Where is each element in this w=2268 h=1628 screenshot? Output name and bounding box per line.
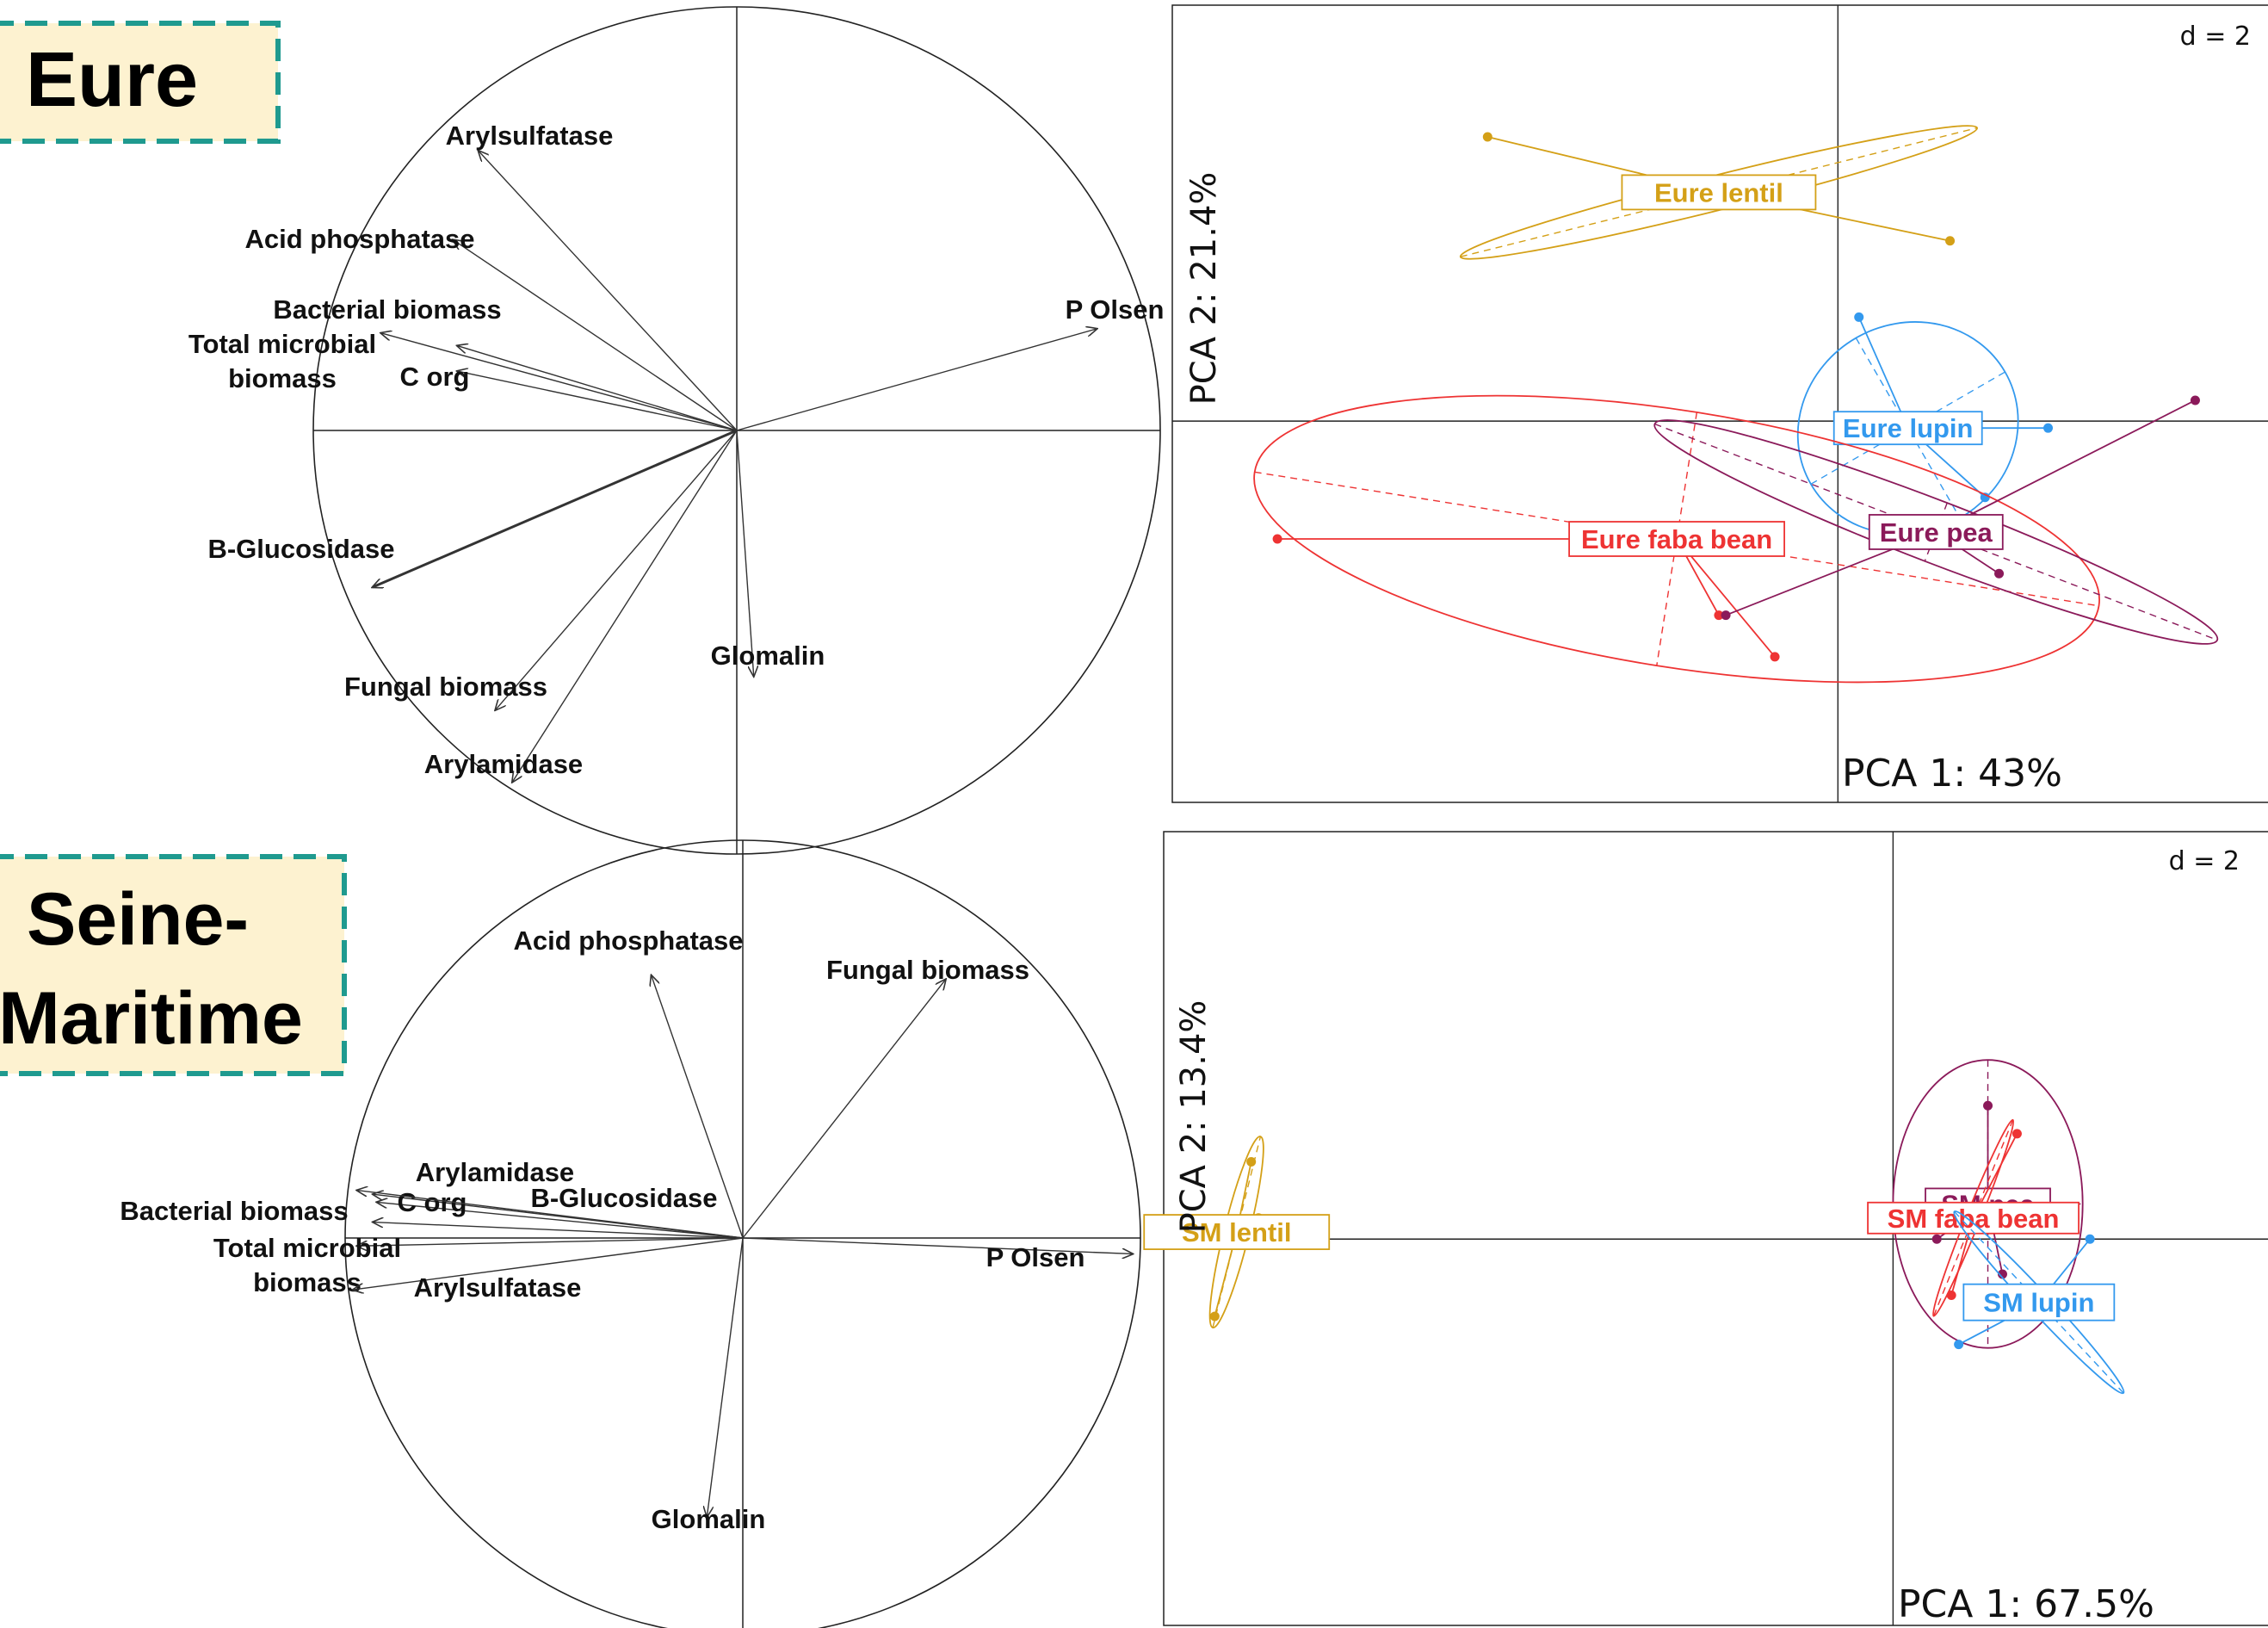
loading-arrow-p-olsen: [742, 1237, 1133, 1253]
group-label-box-eure-lentil: [1621, 174, 1817, 211]
point-eure-pea-1: [1994, 568, 2005, 579]
point-sm-lupin-0: [2085, 1234, 2095, 1244]
pca-x-axis-label: PCA 1: 67.5%: [1898, 1582, 2154, 1626]
group-label-eure-pea: Eure pea: [1880, 517, 1993, 548]
variable-label-b-glucosidase: B-Glucosidase: [207, 534, 394, 564]
site-label-eure-text: Eure: [26, 37, 198, 123]
point-sm-lentil-2: [1209, 1311, 1220, 1322]
point-eure-lupin-1: [2043, 423, 2054, 433]
loading-arrow-acid-phosphatase: [453, 240, 738, 431]
loading-arrow-b-glucosidase: [373, 429, 738, 587]
loading-arrow-arylsulfatase: [353, 1237, 744, 1290]
sm-correlation-circle: Acid phosphatase Fungal biomass Arylamidas…: [120, 839, 1141, 1628]
point-eure-pea-0: [2190, 395, 2200, 405]
group-label-box-sm-faba-bean: [1867, 1201, 2080, 1235]
loading-arrow-p-olsen: [736, 329, 1097, 431]
group-label-sm-lupin: SM lupin: [1983, 1288, 2094, 1318]
point-eure-faba-bean-0: [1272, 534, 1282, 544]
loading-arrow-total-microbial-biomass: [357, 1237, 744, 1246]
variable-label-acid-phosphatase: Acid phosphatase: [514, 925, 744, 956]
group-label-box-eure-lupin: [1832, 411, 1983, 446]
loading-arrow-fungal-biomass: [496, 430, 738, 710]
point-sm-pea-2: [1997, 1269, 2007, 1279]
ellipse-minor-axis-eure-lupin: [1855, 337, 1961, 519]
group-label-box-sm-lentil: [1143, 1214, 1331, 1250]
variable-label-p-olsen: P Olsen: [1066, 294, 1165, 325]
variable-label-total-microbial-biomass: Total microbial biomass: [213, 1233, 401, 1297]
point-eure-lupin-0: [1854, 312, 1864, 322]
pca-scale-label: d = 2: [2169, 846, 2240, 876]
point-eure-lentil-0: [1482, 132, 1492, 142]
loading-arrow-total-microbial-biomass: [381, 333, 738, 431]
group-label-box-eure-faba-bean: [1568, 521, 1785, 557]
variable-label-fungal-biomass: Fungal biomass: [344, 672, 547, 702]
loading-arrow-bacterial-biomass: [357, 1191, 744, 1239]
variable-label-bacterial-biomass: Bacterial biomass: [120, 1196, 348, 1226]
group-label-sm-lentil: SM lentil: [1182, 1217, 1291, 1247]
variable-label-p-olsen: P Olsen: [986, 1242, 1085, 1272]
variable-label-c-org: C org: [400, 362, 470, 392]
group-label-box-sm-lupin: [1962, 1283, 2116, 1322]
variable-label-b-glucosidase: B-Glucosidase: [530, 1183, 717, 1213]
loading-arrow-c-org: [457, 371, 738, 431]
pca-frame: [1171, 4, 2268, 803]
point-eure-lentil-2: [1945, 236, 1956, 246]
variable-label-glomalin: Glomalin: [711, 641, 825, 671]
loading-arrow-arylsulfatase: [479, 151, 738, 431]
group-label-eure-lupin: Eure lupin: [1843, 413, 1974, 443]
point-sm-faba-bean-0: [2012, 1129, 2022, 1139]
group-label-box-eure-pea: [1868, 514, 2004, 550]
loading-arrow-c-org: [377, 1202, 744, 1239]
eure-correlation-circle: Arylsulfatase Acid phosphatase Bacterial b…: [188, 6, 1165, 855]
pca-x-axis-label: PCA 1: 43%: [1842, 752, 2062, 795]
site-label-sm-line1: Seine-: [27, 878, 249, 961]
group-label-eure-lentil: Eure lentil: [1654, 177, 1783, 207]
point-sm-lentil-0: [1246, 1156, 1257, 1167]
variable-label-acid-phosphatase: Acid phosphatase: [245, 224, 475, 254]
variable-label-fungal-biomass: Fungal biomass: [826, 955, 1029, 985]
variable-label-glomalin: Glomalin: [652, 1504, 766, 1534]
variable-label-arylamidase: Arylamidase: [424, 749, 583, 779]
variable-label-arylamidase: Arylamidase: [416, 1157, 574, 1187]
point-sm-pea-0: [1983, 1100, 1993, 1111]
star-segment-eure-faba-bean-2: [1676, 538, 1776, 658]
loading-arrow-arylamidase: [512, 430, 738, 782]
loading-arrow-fungal-biomass: [742, 980, 946, 1239]
point-sm-lupin-1: [1954, 1340, 1964, 1350]
loading-arrow-glomalin: [736, 430, 754, 676]
group-label-eure-faba-bean: Eure faba bean: [1581, 524, 1772, 554]
point-sm-pea-1: [1931, 1234, 1942, 1244]
variable-label-total-microbial-biomass: Total microbial biomass: [188, 329, 376, 393]
ellipse-minor-axis-eure-pea: [1924, 502, 1948, 562]
site-label-seine-maritime: Seine- Maritime: [0, 854, 347, 1076]
site-label-eure: Eure: [0, 21, 281, 144]
loading-arrow-acid-phosphatase: [652, 975, 744, 1239]
eure-pca-plot: Eure lentil Eure lupin Eure faba bean Eure …: [1171, 4, 2268, 803]
variable-label-bacterial-biomass: Bacterial biomass: [273, 294, 501, 325]
point-sm-faba-bean-1: [1946, 1291, 1956, 1301]
group-label-sm-faba-bean: SM faba bean: [1888, 1204, 2060, 1234]
star-segment-eure-pea-0: [1935, 399, 2196, 533]
point-eure-faba-bean-2: [1770, 652, 1780, 662]
variable-label-arylsulfatase: Arylsulfatase: [446, 121, 614, 151]
pca-y-axis-label: PCA 2: 13.4%: [1174, 1000, 1214, 1234]
loading-arrow-b-glucosidase: [373, 1223, 744, 1239]
pca-scale-label: d = 2: [2180, 22, 2251, 52]
point-eure-pea-2: [1721, 610, 1731, 621]
loading-arrow-glomalin: [707, 1237, 744, 1516]
variable-label-arylsulfatase: Arylsulfatase: [414, 1272, 582, 1303]
star-segment-eure-lupin-0: [1857, 316, 1909, 429]
point-eure-faba-bean-1: [1714, 610, 1724, 621]
site-label-sm-line2: Maritime: [0, 977, 303, 1060]
loading-arrow-bacterial-biomass: [457, 346, 738, 431]
pca-y-axis-label: PCA 2: 21.4%: [1184, 172, 1224, 405]
